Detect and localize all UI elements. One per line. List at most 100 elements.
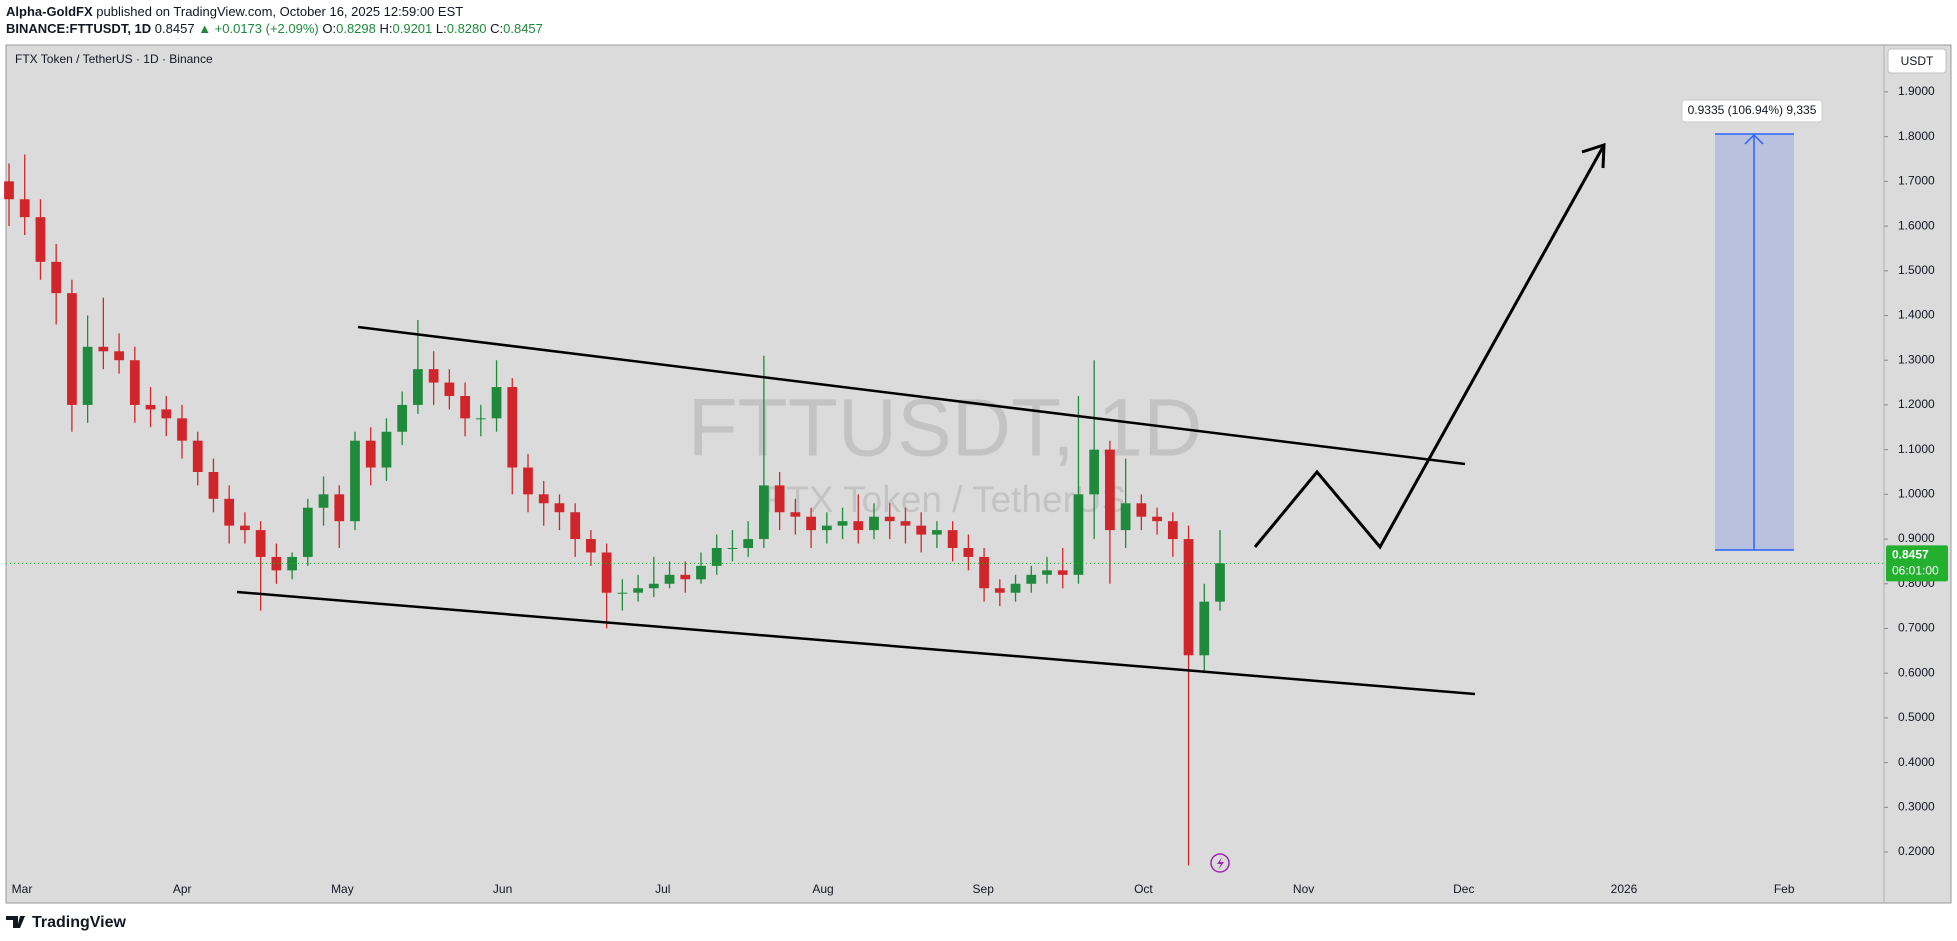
x-tick-label: Nov [1293,882,1314,896]
x-tick-label: Dec [1453,882,1474,896]
y-tick-label: 0.6000 [1898,665,1935,679]
candle-body [350,440,360,522]
candle-body [947,530,958,548]
candle-body [145,404,156,410]
brand: TradingView [32,914,127,931]
candle-body [759,485,769,540]
trendline [236,590,1476,696]
candle-body [586,539,596,553]
candle-body [1167,521,1178,540]
ohlc-key: H: [379,21,393,36]
candle-body [19,199,30,218]
candle-body [696,565,706,580]
candle-body [523,467,533,495]
y-tick-label: 1.2000 [1898,397,1935,411]
candle-body [711,547,722,566]
candle-body [381,431,392,468]
last-price-box [1886,545,1948,582]
candle-body [1120,503,1131,531]
x-tick-label: Jul [655,882,670,896]
candle-body [790,512,801,517]
candles [4,154,1225,866]
x-tick-label: Mar [12,882,33,896]
candle-body [1010,583,1021,593]
currency[interactable]: USDT [1901,54,1934,68]
candle-body [1057,570,1068,575]
candle-body [853,521,864,531]
candle-body [35,217,46,262]
candle-body [963,547,974,557]
event-icon[interactable] [1210,853,1230,873]
candle-body [51,261,62,294]
x-tick-label: Jun [493,882,512,896]
projection-path [1253,144,1606,550]
y-tick-label: 0.2000 [1898,844,1935,858]
measure-label: 0.9335 (106.94%) 9,335 [1688,103,1817,117]
pane-title: FTX Token / TetherUS · 1D · Binance [15,52,213,66]
candle-body [255,530,266,557]
candle-body [67,293,77,405]
candle-body [365,440,376,468]
ohlc-key: C: [490,21,504,36]
candle-body [538,494,549,504]
candle-body [932,530,942,535]
candle-body [1042,570,1052,575]
watermark-subtitle: FTX Token / TetherUS [764,479,1127,520]
candle-body [916,525,927,535]
watermark: FTTUSDT, 1D [688,383,1203,474]
drawings: 0.9335 (106.94%) 9,335 [236,99,1823,696]
y-tick-label: 1.1000 [1898,442,1935,456]
arrow-head [1581,142,1606,169]
candle-body [774,485,785,513]
candle-body [1152,516,1162,522]
candle-body [806,516,816,531]
candle-body [680,574,691,580]
x-tick-label: Oct [1134,882,1153,896]
ohlc-key: L: [435,21,447,36]
x-tick-label: Aug [812,882,833,896]
published-text: published on TradingView.com, October 16… [96,4,464,19]
candle-body [82,346,93,405]
symbol-line: BINANCE:FTTUSDT, 1D 0.8457 ▲ +0.0173 (+2… [6,21,543,36]
candle-body [979,556,989,589]
y-tick-label: 0.4000 [1898,755,1935,769]
currency-button[interactable] [1887,48,1947,74]
candle-body [884,516,895,522]
y-tick-label: 0.9000 [1898,531,1935,545]
x-tick-label: 2026 [1611,882,1638,896]
candle-body [177,418,187,441]
candle-body [1183,539,1194,656]
candle-body [192,440,203,472]
x-tick-label: Sep [973,882,995,896]
candle-body [570,512,581,540]
candle-body [900,521,911,526]
price: 0.8457 [154,21,195,36]
axes: 0.20000.30000.40000.50000.60000.70000.80… [6,84,1948,896]
candle-body [1073,494,1084,575]
candle-body [1136,503,1147,517]
publish-line: Alpha-GoldFX published on TradingView.co… [6,4,463,19]
last-price-label: 0.8457 [1892,548,1929,562]
candle-body [1199,601,1210,656]
candle-body [302,507,313,557]
y-tick-label: 1.7000 [1898,174,1935,188]
chart-pane [5,44,1952,904]
x-tick-label: Apr [173,882,192,896]
y-tick-label: 1.9000 [1898,84,1935,98]
candle-body [633,588,643,593]
candle-body [98,346,109,352]
measure-label-box [1681,99,1823,123]
change: ▲ +0.0173 (+2.09%) [198,21,319,36]
candle-body [287,556,297,571]
ohlc-value: 0.8298 [336,21,376,36]
candle-body [601,552,612,593]
watermark-layer: FTTUSDT, 1D FTX Token / TetherUS [688,383,1203,520]
candle-body [334,494,345,522]
measure-arrow-head [1744,133,1764,145]
candle-body [4,181,14,200]
event-bolt [1217,857,1224,870]
y-tick-label: 1.3000 [1898,352,1935,366]
candle-body [161,409,172,419]
candle-body [994,588,1005,593]
